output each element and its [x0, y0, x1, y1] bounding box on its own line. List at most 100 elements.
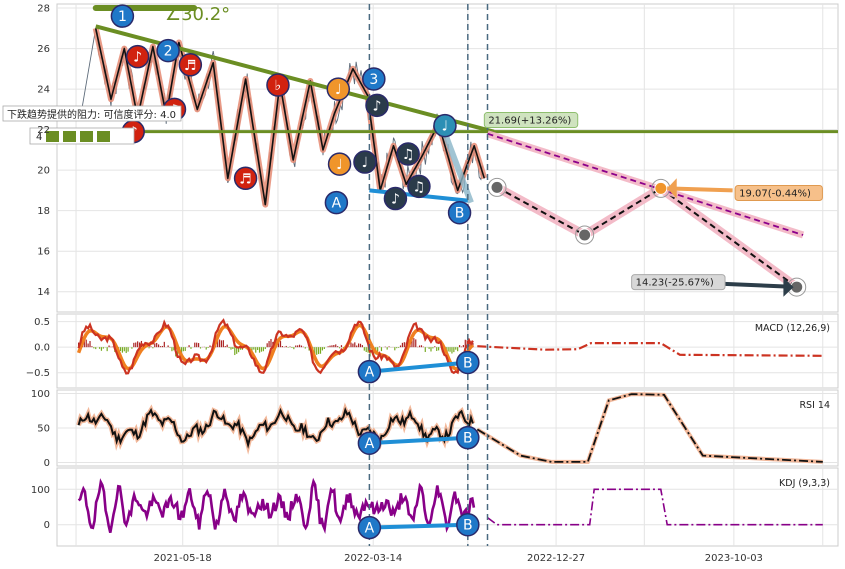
- target-label-2-box: [734, 185, 823, 201]
- kdj-ytick-label: 100: [31, 485, 50, 496]
- wave-marker-label: 3: [369, 72, 378, 88]
- macd-divergence-label: B: [463, 355, 473, 371]
- wave-marker: [353, 150, 377, 174]
- rsi-ytick-label: 100: [31, 389, 50, 400]
- wave-marker-label: B: [455, 206, 465, 222]
- kdj-divergence-marker: [357, 515, 382, 540]
- wave-marker: [365, 93, 389, 118]
- macd-line: [77, 318, 474, 375]
- wave-marker: [125, 44, 150, 69]
- kdj-ytick-label: 0: [44, 520, 50, 531]
- wave-marker: [362, 67, 386, 91]
- score-star-icon: [97, 131, 110, 142]
- price-ytick-label: 24: [37, 85, 50, 96]
- resistance-score-digit: 4: [36, 132, 42, 143]
- rsi-divergence-marker: [456, 425, 480, 450]
- wave-marker: [178, 53, 203, 77]
- kdj-label: KDJ (9,3,3): [779, 478, 830, 489]
- wave-marker-label: ♬: [239, 171, 252, 187]
- macd-divergence-label: A: [365, 365, 375, 381]
- macd-divergence-marker: [456, 350, 480, 375]
- kdj-divergence-marker: [456, 512, 480, 537]
- arrow-19: [667, 186, 733, 193]
- resistance-tooltip: 下跌趋势提供的阻力: 可信度评分: 4.0: [7, 108, 176, 121]
- price-ytick-label: 22: [37, 125, 50, 136]
- forecast-line: [496, 186, 798, 288]
- x-tick-label: 2023-10-03: [705, 553, 763, 564]
- rsi-divergence-label: B: [463, 431, 473, 447]
- wave-marker: [433, 113, 457, 138]
- wave-marker-label: A: [332, 196, 342, 212]
- wave-marker: [233, 166, 258, 191]
- wave-marker-label: ♪: [133, 50, 142, 66]
- wave-marker: [407, 174, 431, 199]
- arrow-19-head: [667, 178, 677, 199]
- macd-panel: [76, 318, 823, 375]
- price-ytick-label: 26: [37, 44, 50, 55]
- wave-marker: [156, 38, 180, 63]
- resistance-tooltip-box: [2, 105, 182, 122]
- wave-marker: [110, 4, 135, 28]
- rsi-ytick-label: 50: [37, 424, 50, 435]
- macd-forecast-line: [477, 342, 823, 357]
- kdj-divergence-label: B: [463, 518, 473, 534]
- score-star-icon: [63, 131, 76, 142]
- score-star-icon: [46, 131, 59, 142]
- wave-marker: [266, 73, 290, 97]
- price-ytick-label: 28: [37, 4, 50, 15]
- rsi-ytick-label: 0: [44, 458, 50, 469]
- wave-marker-label: ♪: [391, 192, 400, 208]
- wave-marker-label: ♪: [373, 98, 382, 114]
- wave-marker-label: ♫: [413, 179, 426, 195]
- macd-ytick-label: −0.5: [26, 368, 50, 379]
- wave-marker: [324, 190, 349, 215]
- kdj-panel: [77, 477, 823, 534]
- wave-marker: [327, 152, 352, 176]
- forecast-node: [490, 180, 504, 194]
- wave-marker: [447, 200, 472, 225]
- kdj-line: [77, 477, 476, 534]
- wave-marker-label: ♩: [442, 119, 449, 135]
- wave-marker-label: ♬: [184, 58, 197, 74]
- axis-layer: 14161820222426280.50.0−0.510050010002021…: [26, 4, 830, 564]
- target-label-3: 14.23(-25.67%): [636, 278, 714, 289]
- wave-marker-label: ♭: [275, 78, 282, 94]
- wave-highlight: [442, 132, 474, 204]
- kdj-forecast-line: [487, 488, 823, 526]
- projection-line: [487, 132, 804, 236]
- target-label-1: 21.69(+13.26%): [488, 116, 571, 127]
- kdj-frame: [56, 467, 839, 547]
- rsi-divergence-marker: [357, 431, 382, 455]
- macd-frame: [56, 313, 839, 389]
- rsi-forecast-line: [476, 393, 823, 463]
- forecast-node: [578, 228, 592, 242]
- angle-label: ∠30.2°: [165, 4, 230, 25]
- x-tick-label: 2021-05-18: [154, 553, 212, 564]
- target-label-2: 19.07(-0.44%): [739, 189, 811, 200]
- wave-marker: [383, 186, 408, 211]
- score-star-icon: [80, 131, 93, 142]
- wave-line: [94, 28, 486, 206]
- price-ytick-label: 18: [37, 206, 50, 217]
- macd-divergence-line: [369, 360, 468, 374]
- wave-marker-label: 2: [164, 44, 173, 60]
- rsi-panel: [76, 392, 823, 464]
- macd-label: MACD (12,26,9): [755, 323, 830, 334]
- wave-marker: [396, 142, 420, 166]
- price-ytick-label: 16: [37, 247, 50, 258]
- macd-ytick-label: 0.5: [34, 317, 50, 328]
- macd-divergence-marker: [357, 359, 382, 384]
- macd-signal-line: [76, 323, 475, 371]
- kdj-divergence-label: A: [365, 521, 375, 537]
- price-ytick-label: 14: [37, 287, 50, 298]
- target-label-1-box: [483, 112, 579, 129]
- price-ytick-label: 20: [37, 166, 50, 177]
- wave-marker: [326, 77, 351, 101]
- wave-marker-label: ♫: [402, 147, 415, 163]
- wave-marker-label: ♩: [335, 82, 342, 98]
- x-tick-label: 2022-03-14: [344, 553, 402, 564]
- rsi-line: [77, 407, 474, 449]
- forecast-node-ring: [575, 225, 595, 245]
- rsi-label: RSI 14: [799, 400, 830, 411]
